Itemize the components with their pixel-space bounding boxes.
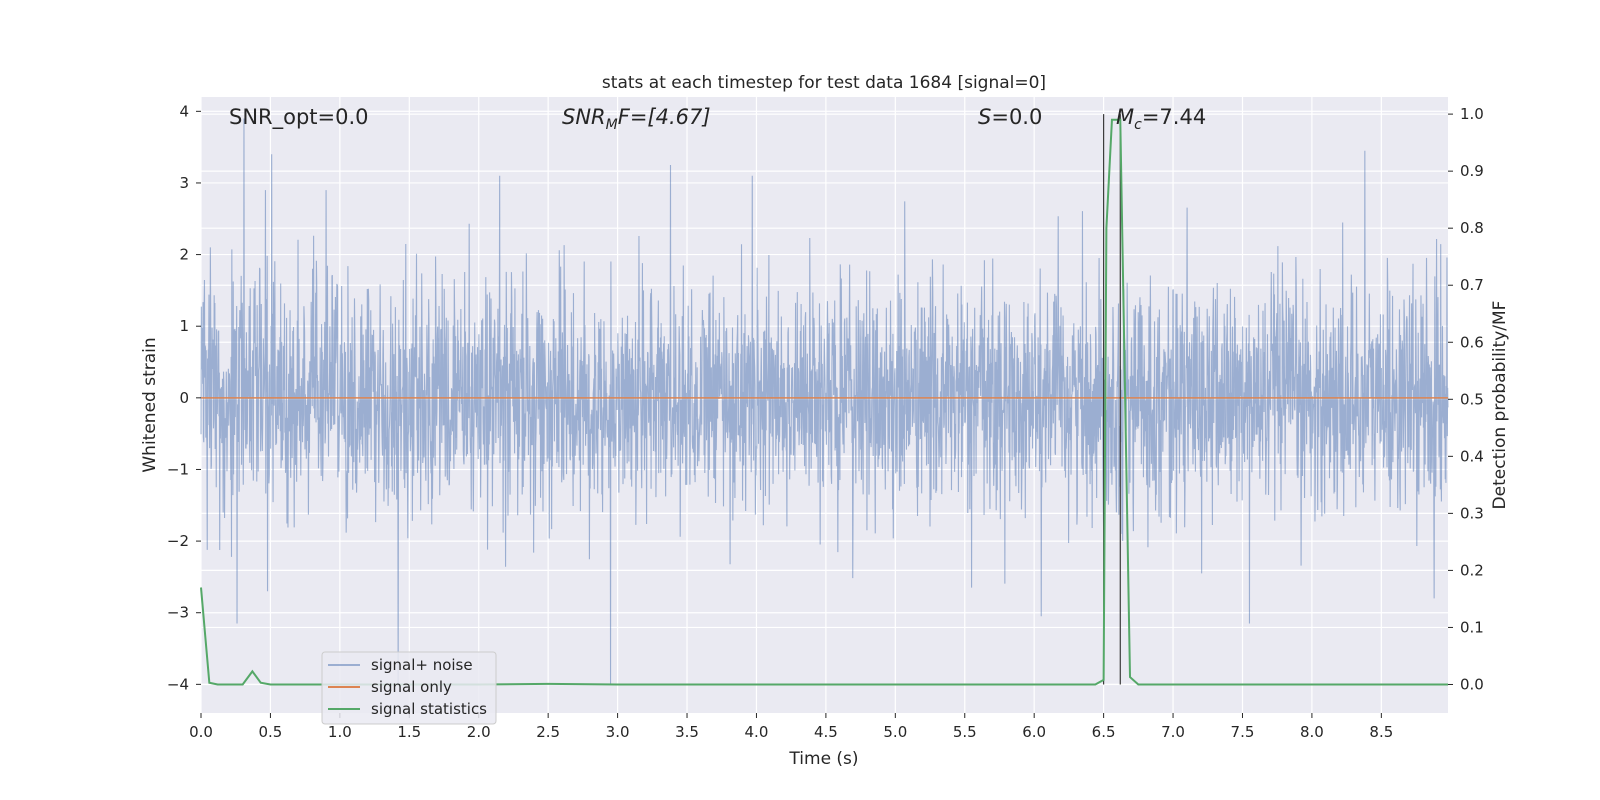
y-tick-label-right: 0.0 xyxy=(1460,675,1484,693)
mc-annotation: Mc=7.44 xyxy=(1116,105,1206,133)
x-tick-label: 4.5 xyxy=(814,723,838,741)
left-axis-label: Whitened strain xyxy=(140,337,160,472)
right-axis-label: Detection probability/MF xyxy=(1490,301,1510,510)
y-tick-label-right: 0.9 xyxy=(1460,162,1484,180)
x-tick-label: 8.0 xyxy=(1300,723,1324,741)
y-tick-label-left: −1 xyxy=(167,460,189,478)
mc-sub: c xyxy=(1134,117,1142,133)
y-tick-label-right: 0.6 xyxy=(1460,333,1484,351)
x-tick-label: 5.5 xyxy=(953,723,977,741)
y-tick-label-left: 4 xyxy=(179,102,189,120)
left-axis-ticks: −4 −3 −2 −1 0 1 2 3 4 xyxy=(167,102,201,693)
y-tick-label-left: 0 xyxy=(179,389,189,407)
y-tick-label-right: 0.1 xyxy=(1460,618,1484,636)
legend-label-signal-only: signal only xyxy=(371,678,452,696)
snr-opt-annotation: SNR_opt=0.0 xyxy=(229,105,369,130)
x-tick-label: 4.0 xyxy=(745,723,769,741)
snr-mf-base: SNR xyxy=(562,105,606,129)
y-tick-label-right: 0.4 xyxy=(1460,447,1484,465)
x-tick-label: 2.5 xyxy=(536,723,560,741)
snr-mf-sub: M xyxy=(606,117,618,133)
legend-label-signal-noise: signal+ noise xyxy=(371,656,473,674)
legend: signal+ noise signal only signal statist… xyxy=(321,651,497,725)
signal-noise-series xyxy=(200,118,1449,685)
y-tick-label-right: 0.5 xyxy=(1460,390,1484,408)
y-tick-label-left: −4 xyxy=(167,675,189,693)
x-tick-label: 0.0 xyxy=(189,723,213,741)
y-tick-label-left: 1 xyxy=(179,317,189,335)
signal-statistics-line xyxy=(200,118,1448,686)
plot-area xyxy=(200,97,1449,713)
snr-mf-annotation: SNRMF=[4.67] xyxy=(562,105,711,133)
x-tick-label: 7.0 xyxy=(1161,723,1185,741)
x-axis-ticks: 0.0 0.5 1.0 1.5 2.0 2.5 3.0 3.5 4.0 4.5 5.0 5.5 6.0 6… xyxy=(189,713,1393,741)
y-tick-label-right: 0.7 xyxy=(1460,276,1484,294)
x-axis-label: Time (s) xyxy=(788,749,858,769)
y-tick-label-right: 1.0 xyxy=(1460,105,1484,123)
s-stat-annotation: S=0.0 xyxy=(978,105,1042,129)
mc-rest: =7.44 xyxy=(1142,105,1206,129)
mc-base: M xyxy=(1116,105,1134,129)
x-tick-label: 1.0 xyxy=(328,723,352,741)
x-tick-label: 5.0 xyxy=(883,723,907,741)
s-stat-rest: =0.0 xyxy=(991,105,1042,129)
y-tick-label-left: 2 xyxy=(179,246,189,264)
x-tick-label: 3.0 xyxy=(606,723,630,741)
chart-title: stats at each timestep for test data 168… xyxy=(602,73,1046,93)
s-stat-var: S xyxy=(978,105,991,129)
x-tick-label: 6.0 xyxy=(1022,723,1046,741)
y-tick-label-left: −3 xyxy=(167,604,189,622)
y-tick-label-left: 3 xyxy=(179,174,189,192)
signal-noise-line xyxy=(200,118,1449,685)
y-tick-label-right: 0.2 xyxy=(1460,561,1484,579)
legend-label-signal-statistics: signal statistics xyxy=(371,700,487,718)
y-tick-label-right: 0.3 xyxy=(1460,504,1484,522)
x-tick-label: 8.5 xyxy=(1369,723,1393,741)
x-tick-label: 3.5 xyxy=(675,723,699,741)
y-tick-label-left: −2 xyxy=(167,532,189,550)
y-tick-label-right: 0.8 xyxy=(1460,219,1484,237)
x-tick-label: 0.5 xyxy=(259,723,283,741)
x-tick-label: 7.5 xyxy=(1231,723,1255,741)
x-tick-label: 2.0 xyxy=(467,723,491,741)
snr-mf-rest: F=[4.67] xyxy=(618,105,711,129)
signal-statistics-series xyxy=(200,118,1448,686)
legend-box xyxy=(321,651,497,725)
x-tick-label: 1.5 xyxy=(397,723,421,741)
x-tick-label: 6.5 xyxy=(1092,723,1116,741)
right-axis-ticks: 0.0 0.1 0.2 0.3 0.4 0.5 0.6 0.7 0.8 0.9 1.0 xyxy=(1448,105,1484,693)
